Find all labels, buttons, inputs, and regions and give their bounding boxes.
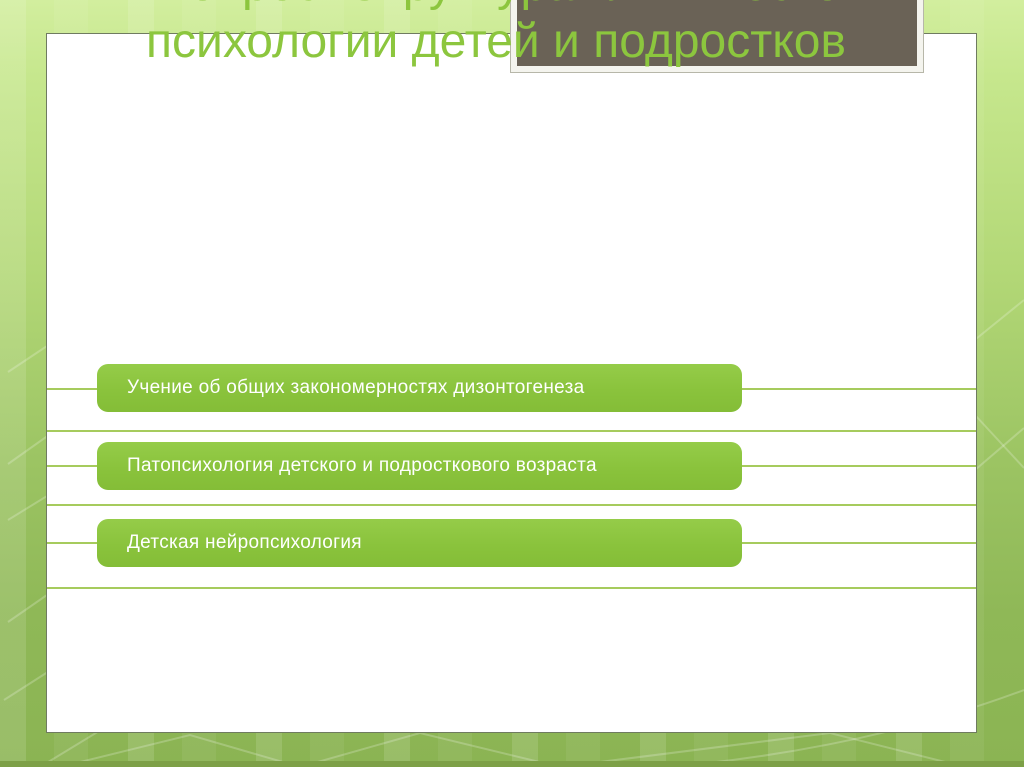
slide-title-line1: 1 вопрос. Структура клинической [0, 0, 992, 13]
notebook-line [47, 504, 976, 506]
list-item-bar: Детская нейропсихология [97, 519, 742, 567]
notebook-line [47, 587, 976, 589]
list-item-bar: Патопсихология детского и подросткового … [97, 442, 742, 490]
list-item-label: Патопсихология детского и подросткового … [127, 455, 597, 476]
slide-title-line2: психологии детей и подростков [146, 15, 846, 68]
notebook-line [47, 430, 976, 432]
list-item-bar: Учение об общих закономерностях дизонтог… [97, 364, 742, 412]
list-item-label: Детская нейропсихология [127, 532, 362, 553]
list-item-label: Учение об общих закономерностях дизонтог… [127, 377, 585, 398]
bottom-accent-strip [0, 761, 1024, 767]
slide-title: 1 вопрос. Структура клинической психолог… [0, 0, 992, 70]
title-highlight-box [510, 0, 924, 73]
content-panel: Учение об общих закономерностях дизонтог… [46, 33, 977, 733]
